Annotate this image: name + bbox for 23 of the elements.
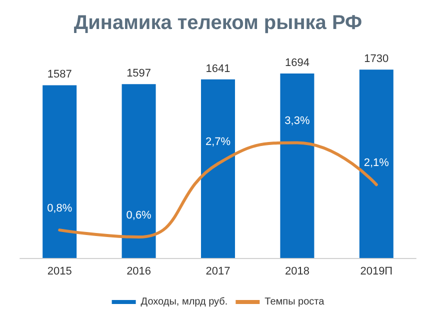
data-label: 3,3% — [284, 115, 310, 128]
chart-title: Динамика телеком рынка РФ — [74, 12, 362, 34]
bar — [201, 79, 235, 258]
bar — [359, 70, 394, 258]
data-label: 1597 — [126, 68, 152, 80]
x-tick-label: 2017 — [206, 266, 230, 278]
data-label: 0,8% — [47, 202, 72, 215]
x-tick-label: 2019П — [360, 266, 393, 278]
data-label: 2,7% — [205, 136, 231, 148]
data-label: 1694 — [284, 57, 310, 70]
data-label: 1641 — [206, 62, 230, 75]
data-label: 2,1% — [364, 157, 390, 170]
bar — [42, 85, 77, 258]
x-tick-label: 2016 — [126, 266, 152, 278]
data-label: 1730 — [364, 53, 389, 66]
legend-label: Темпы роста — [264, 296, 325, 308]
data-label: 1587 — [47, 68, 72, 81]
data-label: 0,6% — [126, 210, 152, 222]
bar — [280, 74, 314, 258]
x-tick-label: 2018 — [284, 266, 310, 278]
bar — [122, 84, 156, 258]
x-tick-label: 2015 — [47, 266, 72, 278]
legend-label: Доходы, млрд руб. — [140, 296, 228, 308]
